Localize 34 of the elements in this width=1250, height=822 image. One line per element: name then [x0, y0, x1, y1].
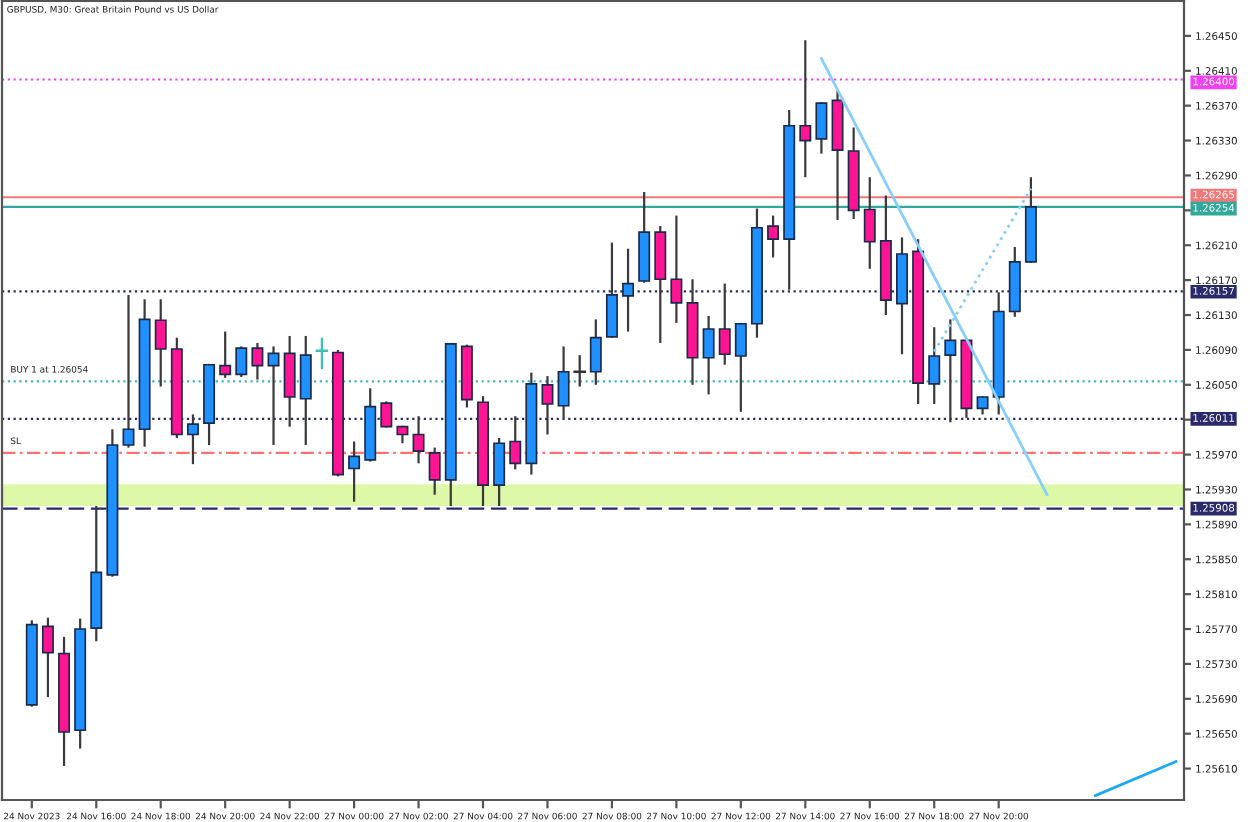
candlestick: [428, 446, 441, 496]
candlestick: [412, 415, 425, 465]
candlestick: [41, 616, 54, 699]
candlestick: [267, 345, 280, 447]
candlestick: [380, 400, 393, 429]
candlestick: [348, 440, 361, 503]
candlestick: [622, 247, 635, 333]
candlestick: [299, 334, 312, 447]
candlestick: [541, 374, 554, 436]
candlestick: [863, 176, 876, 270]
candlestick: [283, 334, 296, 428]
candlestick: [718, 282, 731, 366]
candlestick: [235, 345, 248, 379]
candlestick: [815, 101, 828, 155]
candlestick: [493, 436, 506, 508]
candlestick: [186, 413, 199, 466]
candlestick: [219, 330, 232, 379]
candlestick: [605, 241, 618, 339]
candlestick: [670, 214, 683, 324]
candlestick: [928, 326, 941, 406]
candlestick: [702, 314, 715, 396]
candlestick: [944, 318, 957, 424]
candlestick: [251, 341, 264, 381]
candlestick: [734, 321, 747, 413]
candlestick: [122, 293, 135, 449]
candlestick: [509, 415, 522, 471]
candlestick: [589, 318, 602, 386]
candlestick: [976, 395, 989, 416]
candlestick: [314, 336, 330, 371]
candlestick: [572, 354, 588, 388]
candlestick: [154, 298, 167, 388]
candlestick: [799, 39, 812, 179]
candlestick: [767, 214, 780, 259]
candlestick: [654, 224, 667, 345]
